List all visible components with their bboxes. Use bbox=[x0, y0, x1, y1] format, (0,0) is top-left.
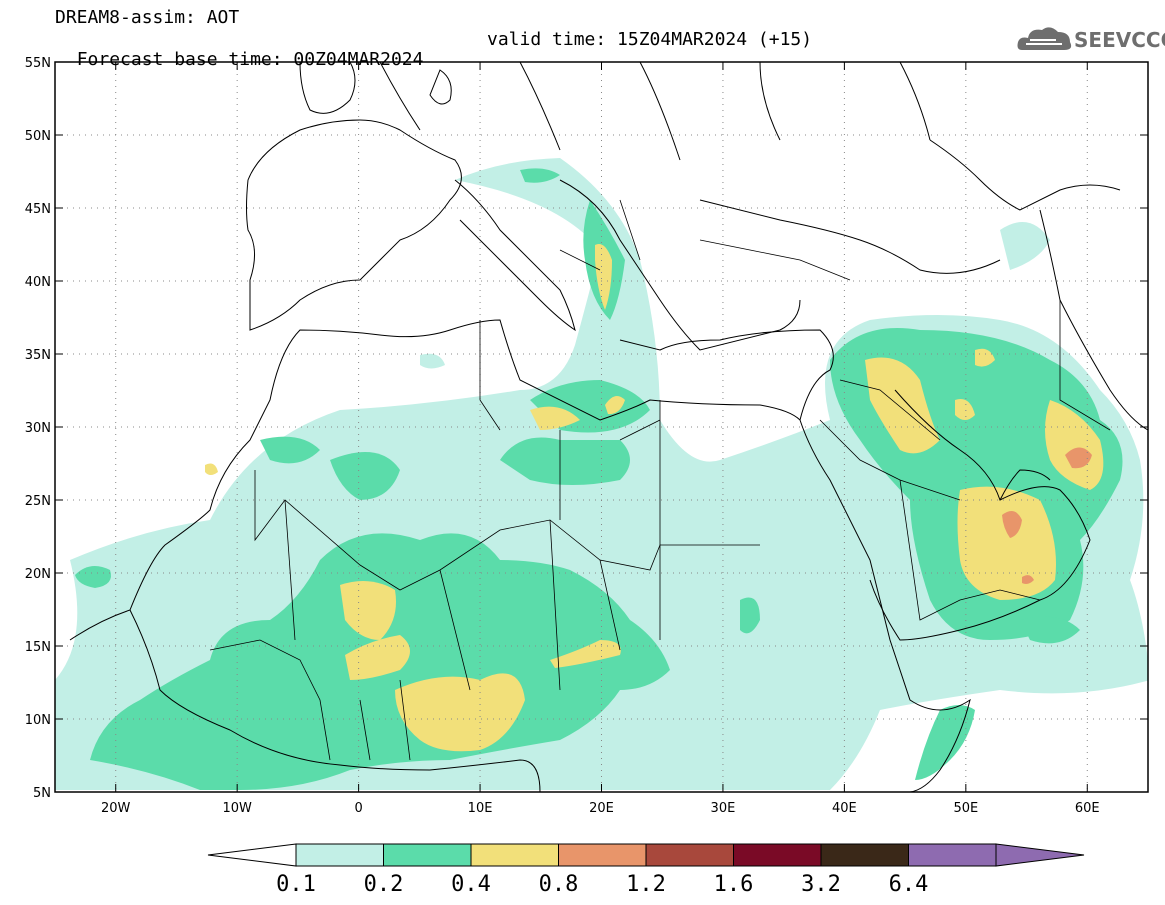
colorbar-label: 0.8 bbox=[538, 872, 579, 897]
lat-tick-label: 40N bbox=[25, 275, 51, 290]
country-borders bbox=[209, 199, 1111, 761]
colorbar bbox=[207, 843, 1085, 867]
colorbar-box bbox=[383, 843, 472, 867]
colorbar-under-arrow bbox=[207, 843, 297, 867]
lat-tick-label: 15N bbox=[25, 640, 51, 655]
colorbar-box bbox=[558, 843, 647, 867]
colorbar-label: 0.4 bbox=[451, 872, 491, 897]
lon-tick-label: 20W bbox=[101, 801, 131, 816]
colorbar-box bbox=[645, 843, 734, 867]
lat-tick-label: 5N bbox=[33, 786, 51, 801]
lon-tick-label: 40E bbox=[832, 801, 857, 816]
lat-tick-label: 35N bbox=[25, 348, 51, 363]
lon-tick-label: 10E bbox=[468, 801, 493, 816]
aot-band-0.8-1.2 bbox=[1002, 447, 1092, 584]
lat-tick-label: 30N bbox=[25, 421, 51, 436]
cloud-icon bbox=[1017, 27, 1072, 50]
lon-tick-label: 20E bbox=[589, 801, 614, 816]
colorbar-box bbox=[908, 843, 997, 867]
lat-tick-label: 10N bbox=[25, 713, 51, 728]
lon-tick-label: 30E bbox=[711, 801, 736, 816]
lat-tick-label: 25N bbox=[25, 494, 51, 509]
colorbar-label: 0.1 bbox=[276, 872, 316, 897]
lat-tick-label: 50N bbox=[25, 129, 51, 144]
colorbar-box bbox=[820, 843, 909, 867]
logo-text: SEEVCCC bbox=[1074, 28, 1165, 52]
colorbar-label: 3.2 bbox=[801, 872, 841, 897]
lon-axis: 20W 10W 0 10E 20E 30E 40E 50E 60E bbox=[101, 62, 1100, 816]
base-time: Forecast base time: 00Z04MAR2024 bbox=[76, 49, 424, 70]
seevccc-logo: SEEVCCC bbox=[1016, 22, 1165, 58]
coastlines bbox=[69, 61, 1149, 793]
aot-band-0.4-0.8 bbox=[205, 244, 1104, 752]
valid-time: valid time: 15Z04MAR2024 (+15) bbox=[487, 29, 813, 50]
colorbar-over-arrow bbox=[995, 843, 1085, 867]
lat-axis: 5N 10N 15N 20N 25N 30N 35N 40N 45N 50N 55N bbox=[25, 56, 1148, 801]
lon-tick-label: 10W bbox=[222, 801, 252, 816]
colorbar-label: 0.2 bbox=[363, 872, 404, 897]
lon-tick-label: 60E bbox=[1075, 801, 1100, 816]
lat-tick-label: 55N bbox=[25, 56, 51, 71]
colorbar-box bbox=[733, 843, 822, 867]
lon-tick-label: 50E bbox=[953, 801, 978, 816]
map-title: DREAM8-assim: AOT bbox=[55, 7, 240, 28]
colorbar-box bbox=[295, 843, 384, 867]
colorbar-label: 6.4 bbox=[888, 872, 929, 897]
colorbar-label: 1.6 bbox=[713, 872, 754, 897]
colorbar-box bbox=[470, 843, 559, 867]
lon-tick-label: 0 bbox=[354, 801, 362, 816]
lat-tick-label: 45N bbox=[25, 202, 51, 217]
colorbar-label: 1.2 bbox=[626, 872, 666, 897]
aot-contours bbox=[55, 158, 1148, 790]
lat-tick-label: 20N bbox=[25, 567, 51, 582]
forecast-time-line: Forecast base time: 00Z04MAR2024 valid t… bbox=[55, 30, 812, 90]
